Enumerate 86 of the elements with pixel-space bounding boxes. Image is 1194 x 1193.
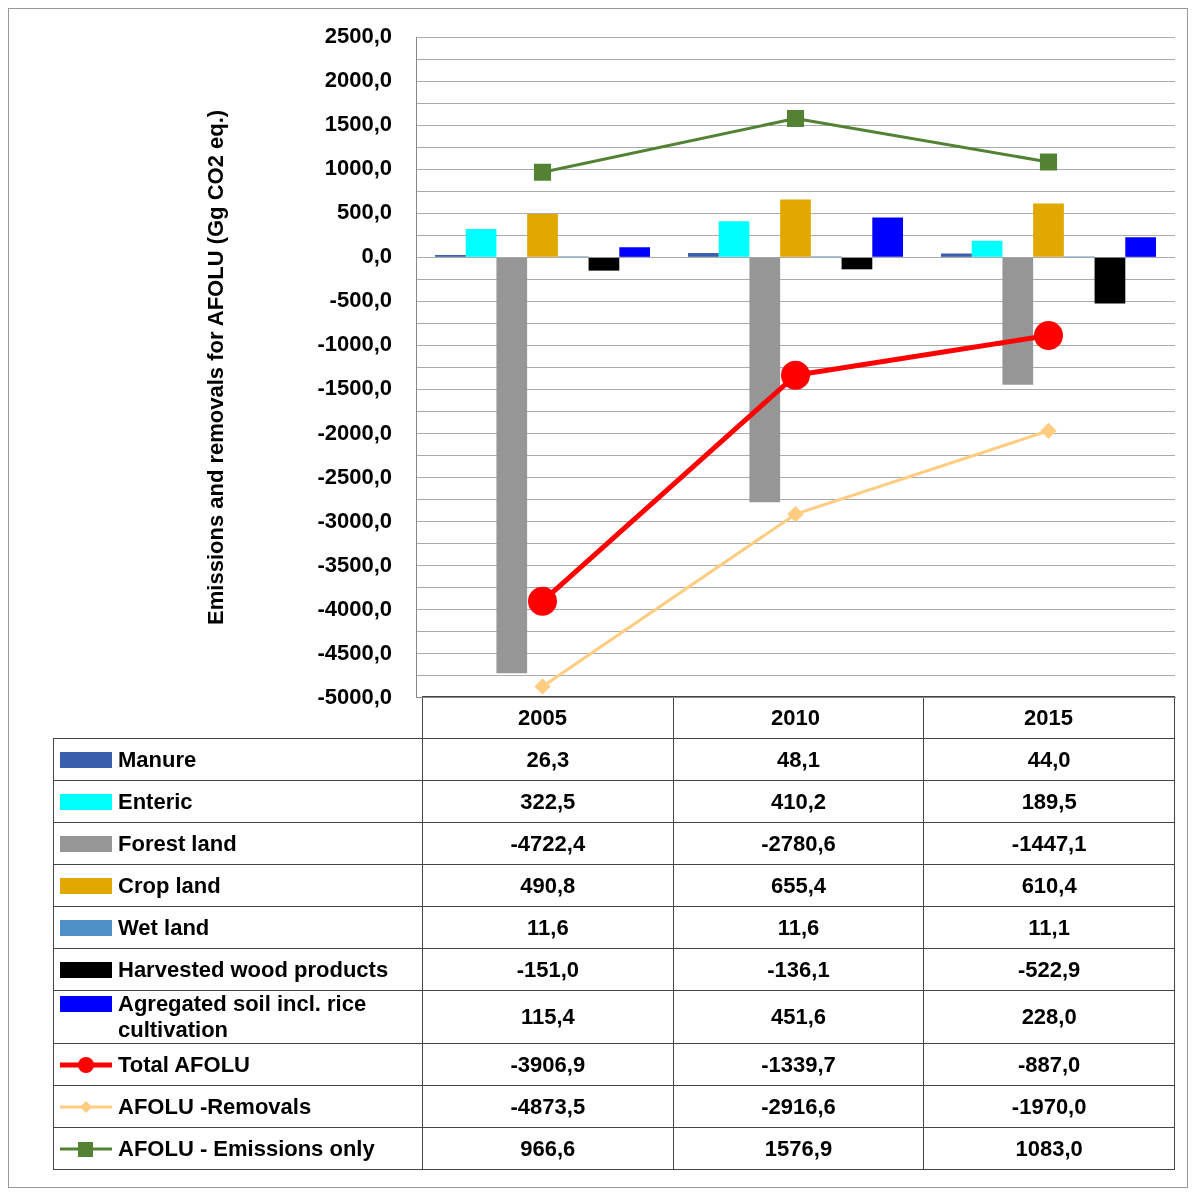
data-label: 44,0 bbox=[923, 738, 1175, 781]
bar bbox=[872, 217, 904, 257]
point bbox=[1041, 423, 1056, 439]
data-label: 1083,0 bbox=[923, 1127, 1175, 1170]
data-label: 115,4 bbox=[422, 990, 674, 1044]
bar bbox=[1033, 203, 1064, 257]
bar bbox=[940, 253, 972, 257]
legend-label: Harvested wood products bbox=[118, 956, 389, 983]
data-label: 228,0 bbox=[923, 990, 1175, 1044]
data-label: -2916,6 bbox=[673, 1085, 924, 1128]
point bbox=[1039, 153, 1058, 171]
bar bbox=[687, 253, 719, 257]
data-label: -887,0 bbox=[923, 1043, 1175, 1086]
data-label: 322,5 bbox=[422, 780, 674, 823]
data-label: -522,9 bbox=[923, 948, 1175, 991]
bar bbox=[971, 240, 1003, 257]
data-label: 26,3 bbox=[422, 738, 674, 781]
legend-label: Wet land bbox=[118, 914, 210, 941]
data-label: 410,2 bbox=[673, 780, 924, 823]
data-label: 490,8 bbox=[422, 864, 674, 907]
data-label: -3906,9 bbox=[422, 1043, 674, 1086]
legend-label: AFOLU -Removals bbox=[118, 1093, 312, 1120]
data-label: 1576,9 bbox=[673, 1127, 924, 1170]
bar bbox=[718, 221, 750, 257]
bar bbox=[1094, 257, 1126, 304]
y-tick-label: 1000,0 bbox=[324, 155, 392, 181]
y-tick-label: -5000,0 bbox=[317, 683, 392, 709]
data-label: 11,6 bbox=[422, 906, 674, 949]
y-tick-label: 2500,0 bbox=[324, 23, 392, 49]
bar bbox=[465, 228, 497, 257]
point bbox=[786, 109, 805, 128]
bar bbox=[619, 247, 651, 257]
y-tick-label: 1500,0 bbox=[324, 111, 392, 137]
data-label: 48,1 bbox=[673, 738, 924, 781]
legend-label: Crop land bbox=[118, 872, 221, 899]
point bbox=[781, 360, 810, 390]
legend-label: Forest land bbox=[118, 830, 237, 857]
y-tick-label: -3000,0 bbox=[317, 507, 392, 533]
data-label: -136,1 bbox=[673, 948, 924, 991]
data-label: 610,4 bbox=[923, 864, 1175, 907]
bar bbox=[496, 257, 528, 674]
data-label: -1970,0 bbox=[923, 1085, 1175, 1128]
point bbox=[788, 506, 803, 522]
point bbox=[535, 678, 550, 694]
bar bbox=[749, 257, 781, 503]
bar bbox=[1125, 237, 1157, 257]
legend-label: Enteric bbox=[118, 788, 193, 815]
y-axis-title: Emissions and removals for AFOLU (Gg CO2 eq.) bbox=[203, 109, 229, 625]
y-tick-label: -1000,0 bbox=[317, 331, 392, 357]
data-label: -2780,6 bbox=[673, 822, 924, 865]
bar bbox=[588, 257, 620, 271]
data-label: -1339,7 bbox=[673, 1043, 924, 1086]
data-label: 11,1 bbox=[923, 906, 1175, 949]
point bbox=[528, 586, 557, 616]
point bbox=[1034, 320, 1063, 350]
data-label: -1447,1 bbox=[923, 822, 1175, 865]
y-tick-label: -1500,0 bbox=[317, 375, 392, 401]
data-label: -4722,4 bbox=[422, 822, 674, 865]
bar bbox=[780, 199, 811, 257]
data-label: -151,0 bbox=[422, 948, 674, 991]
legend-label: Manure bbox=[118, 746, 197, 773]
y-tick-label: 500,0 bbox=[336, 199, 392, 225]
y-tick-label: 2000,0 bbox=[324, 67, 392, 93]
data-label: 655,4 bbox=[673, 864, 924, 907]
data-label: -4873,5 bbox=[422, 1085, 674, 1128]
y-tick-label: -2000,0 bbox=[317, 419, 392, 445]
data-label: 451,6 bbox=[673, 990, 924, 1044]
y-tick-label: -3500,0 bbox=[317, 551, 392, 577]
legend-label: Agregated soil incl. rice cultivation bbox=[118, 991, 368, 1043]
point bbox=[533, 163, 552, 181]
data-label: 189,5 bbox=[923, 780, 1175, 823]
y-tick-label: -500,0 bbox=[329, 287, 392, 313]
data-label: 966,6 bbox=[422, 1127, 674, 1170]
bar bbox=[527, 214, 558, 257]
x-tick-label: 2015 bbox=[1024, 704, 1073, 730]
legend-label: Total AFOLU bbox=[118, 1051, 250, 1078]
y-tick-label: -2500,0 bbox=[317, 463, 392, 489]
data-label: 11,6 bbox=[673, 906, 924, 949]
x-tick-label: 2005 bbox=[518, 704, 567, 730]
legend-label: AFOLU - Emissions only bbox=[118, 1135, 375, 1162]
bar bbox=[1002, 257, 1034, 385]
y-tick-label: -4000,0 bbox=[317, 595, 392, 621]
y-tick-label: 0,0 bbox=[361, 243, 392, 269]
y-tick-label: -4500,0 bbox=[317, 639, 392, 665]
bar bbox=[841, 257, 873, 270]
x-tick-label: 2010 bbox=[771, 704, 820, 730]
